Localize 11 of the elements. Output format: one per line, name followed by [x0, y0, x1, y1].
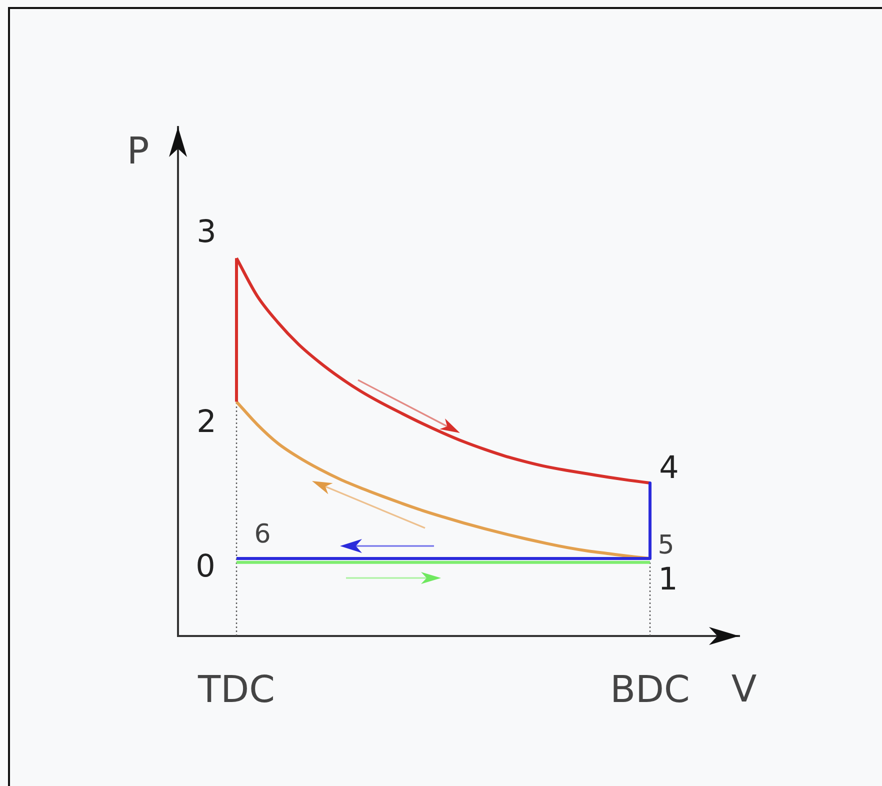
annotation: 6 — [254, 519, 271, 550]
x-tick-label: TDC — [197, 668, 275, 711]
x-tick-label: BDC — [610, 668, 690, 711]
annotation: 2 — [196, 404, 216, 440]
annotation: 0 — [196, 548, 216, 584]
annotation: 1 — [658, 561, 678, 598]
x-axis-title: V — [731, 668, 757, 711]
annotation: 4 — [659, 450, 679, 486]
annotation: 3 — [196, 214, 216, 250]
annotation: 5 — [658, 530, 674, 560]
y-axis-title: P — [126, 130, 150, 173]
